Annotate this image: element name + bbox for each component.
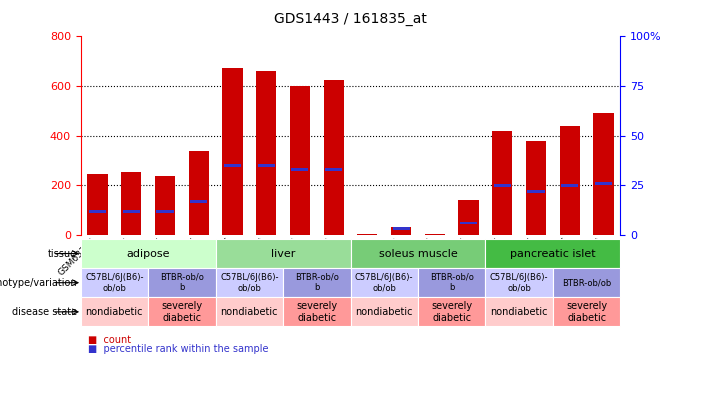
- Bar: [494, 184, 511, 187]
- Bar: [155, 176, 175, 235]
- Bar: [458, 200, 479, 235]
- Text: nondiabetic: nondiabetic: [221, 307, 278, 317]
- Bar: [222, 68, 243, 235]
- Bar: [257, 164, 275, 167]
- Text: soleus muscle: soleus muscle: [379, 249, 457, 258]
- Text: tissue: tissue: [48, 249, 77, 258]
- Bar: [123, 210, 139, 213]
- Text: severely
diabetic: severely diabetic: [297, 301, 337, 323]
- Text: ■  count: ■ count: [88, 335, 131, 345]
- Bar: [562, 184, 578, 187]
- Text: liver: liver: [271, 249, 295, 258]
- Bar: [527, 190, 545, 193]
- Text: adipose: adipose: [126, 249, 170, 258]
- Text: GDS1443 / 161835_at: GDS1443 / 161835_at: [274, 12, 427, 26]
- Bar: [324, 80, 343, 235]
- Bar: [559, 126, 580, 235]
- Bar: [190, 200, 207, 202]
- Bar: [325, 168, 342, 171]
- Text: BTBR-ob/ob: BTBR-ob/ob: [562, 278, 611, 287]
- Bar: [358, 234, 378, 235]
- Text: BTBR-ob/o
b: BTBR-ob/o b: [430, 273, 474, 292]
- Bar: [393, 228, 409, 230]
- Text: disease state: disease state: [12, 307, 77, 317]
- Bar: [460, 222, 477, 224]
- Bar: [189, 151, 209, 235]
- Text: C57BL/6J(B6)-
ob/ob: C57BL/6J(B6)- ob/ob: [355, 273, 414, 292]
- Bar: [595, 182, 612, 185]
- Text: severely
diabetic: severely diabetic: [566, 301, 607, 323]
- Text: C57BL/6J(B6)-
ob/ob: C57BL/6J(B6)- ob/ob: [220, 273, 278, 292]
- Text: C57BL/6J(B6)-
ob/ob: C57BL/6J(B6)- ob/ob: [85, 273, 144, 292]
- Text: nondiabetic: nondiabetic: [86, 307, 143, 317]
- Bar: [89, 210, 106, 213]
- Text: pancreatic islet: pancreatic islet: [510, 249, 596, 258]
- Text: severely
diabetic: severely diabetic: [431, 301, 472, 323]
- Bar: [224, 164, 241, 167]
- Text: C57BL/6J(B6)-
ob/ob: C57BL/6J(B6)- ob/ob: [490, 273, 548, 292]
- Bar: [492, 131, 512, 235]
- Text: nondiabetic: nondiabetic: [491, 307, 548, 317]
- Text: genotype/variation: genotype/variation: [0, 278, 77, 288]
- Text: BTBR-ob/o
b: BTBR-ob/o b: [295, 273, 339, 292]
- Bar: [121, 173, 142, 235]
- Text: ■  percentile rank within the sample: ■ percentile rank within the sample: [88, 344, 268, 354]
- Bar: [256, 71, 276, 235]
- Bar: [526, 141, 546, 235]
- Bar: [425, 234, 445, 235]
- Bar: [156, 210, 174, 213]
- Bar: [391, 228, 411, 235]
- Bar: [290, 86, 310, 235]
- Bar: [88, 174, 108, 235]
- Text: BTBR-ob/o
b: BTBR-ob/o b: [160, 273, 204, 292]
- Text: severely
diabetic: severely diabetic: [161, 301, 203, 323]
- Text: nondiabetic: nondiabetic: [355, 307, 413, 317]
- Bar: [292, 168, 308, 171]
- Bar: [593, 113, 613, 235]
